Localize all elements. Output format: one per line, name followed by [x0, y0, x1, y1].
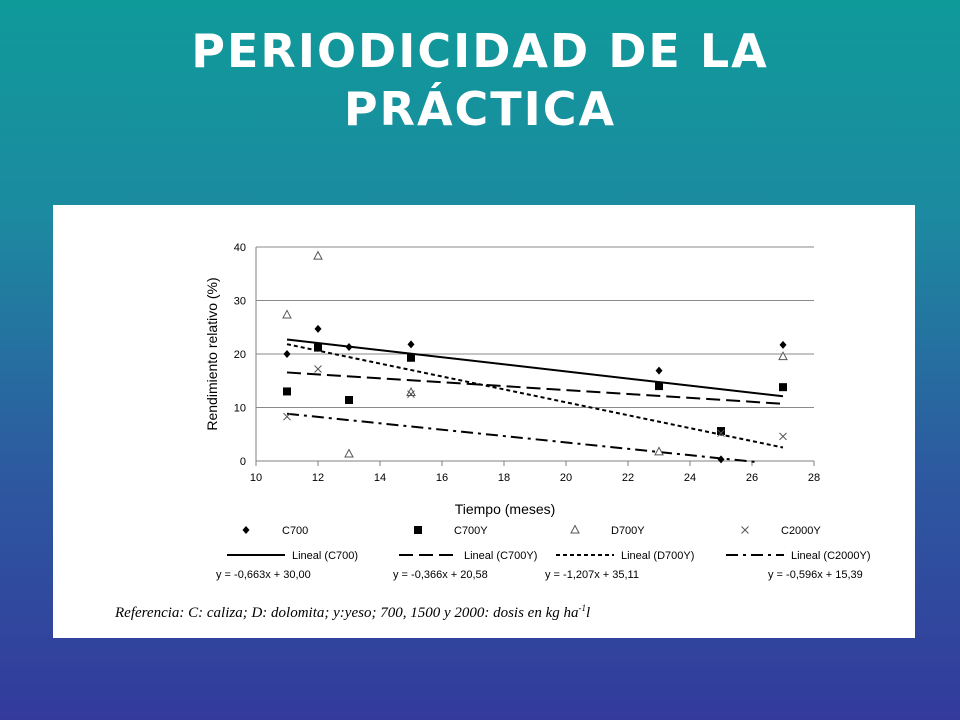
cross-stroke-b	[717, 429, 725, 438]
point-c700	[283, 350, 291, 358]
chart-svg: 0 10 20 30 40 10 12 14 16 18 20 22 24 26 28 C700 Lineal…	[204, 242, 871, 581]
legend-label-c700: C700	[282, 525, 308, 537]
point-d700y	[313, 250, 323, 260]
trendline-c700	[286, 338, 784, 398]
y-tick-label: 20	[234, 349, 246, 361]
cross-stroke-b	[407, 390, 415, 398]
y-tick-label: 40	[234, 242, 246, 254]
y-tick-label: 10	[234, 403, 246, 415]
point-c700	[779, 340, 787, 349]
point-c2000y	[717, 429, 725, 438]
point-c700	[345, 343, 353, 352]
x-tick-label: 22	[622, 472, 634, 484]
y-axis-title: Rendimiento relativo (%)	[204, 277, 220, 430]
point-c700y	[314, 343, 322, 352]
trend-equation-c700y: y = -0,366x + 20,58	[393, 569, 488, 581]
legend-label-d700y: D700Y	[611, 525, 645, 537]
point-c2000y	[314, 365, 322, 373]
x-axis-title: Tiempo (meses)	[455, 501, 556, 517]
trend-equation-c2000y: y = -0,596x + 15,39	[768, 569, 863, 581]
x-tick-label: 14	[374, 472, 386, 484]
point-c700y	[717, 427, 725, 436]
point-c700y	[407, 353, 415, 362]
legend-trend-label-d700y: Lineal (D700Y)	[621, 550, 694, 562]
reference-text: Referencia: C: caliza; D: dolomita; y:ye…	[115, 605, 579, 621]
x-tick-label: 28	[808, 472, 820, 484]
x-tick-label: 18	[498, 472, 510, 484]
y-tick-label: 30	[234, 296, 246, 308]
point-layer	[282, 250, 788, 464]
legend-trend-label-c2000y: Lineal (C2000Y)	[791, 550, 871, 562]
cross-stroke-b	[283, 412, 291, 421]
point-c2000y	[779, 432, 787, 441]
legend-layer: C700 Lineal (C700) y = -0,663x + 30,00 C700…	[216, 524, 871, 581]
slide-title-line-1: PERIODICIDAD DE LA	[191, 24, 769, 78]
axis-layer: 0 10 20 30 40 10 12 14 16 18 20 22 24 26 28	[234, 242, 820, 484]
legend-marker-d700y	[570, 524, 580, 534]
legend-trend-label-c700y: Lineal (C700Y)	[464, 550, 537, 562]
grid-layer	[256, 246, 814, 462]
x-tick-label: 26	[746, 472, 758, 484]
legend-label-c2000y: C2000Y	[781, 525, 821, 537]
legend-marker-c2000y	[741, 526, 749, 534]
cross-stroke-b	[741, 526, 749, 534]
point-c700y	[283, 387, 291, 396]
trend-equation-c700: y = -0,663x + 30,00	[216, 569, 311, 581]
point-c700	[314, 324, 322, 333]
point-c2000y	[283, 412, 291, 421]
point-d700y	[654, 446, 664, 456]
x-tick-label: 16	[436, 472, 448, 484]
point-c700y	[345, 396, 353, 405]
point-c2000y	[407, 390, 415, 398]
trend-layer	[286, 338, 784, 463]
trendline-d700y	[286, 343, 784, 449]
x-tick-label: 24	[684, 472, 696, 484]
x-tick-label: 10	[250, 472, 262, 484]
point-c700	[717, 455, 725, 464]
reference-superscript: -1	[578, 603, 587, 613]
point-c700y	[655, 382, 663, 391]
legend-trend-label-c700: Lineal (C700)	[292, 550, 358, 562]
trendline-c2000y	[286, 412, 756, 463]
x-tick-label: 20	[560, 472, 572, 484]
slide-title-line-2: PRÁCTICA	[343, 82, 617, 136]
legend-label-c700y: C700Y	[454, 525, 488, 537]
cross-stroke-b	[314, 365, 322, 373]
legend-marker-c700y	[414, 526, 422, 534]
point-d700y	[282, 309, 292, 319]
legend-marker-c700	[242, 526, 250, 534]
reference-note: Referencia: C: caliza; D: dolomita; y:ye…	[115, 603, 591, 621]
cross-stroke-b	[779, 432, 787, 441]
point-c700	[655, 366, 663, 375]
x-tick-label: 12	[312, 472, 324, 484]
y-tick-label: 0	[240, 456, 246, 468]
chart-panel: 0 10 20 30 40 10 12 14 16 18 20 22 24 26 28 C700 Lineal…	[53, 205, 915, 638]
trend-equation-d700y: y = -1,207x + 35,11	[545, 569, 639, 581]
slide-title: PERIODICIDAD DE LA PRÁCTICA	[0, 22, 960, 138]
trendline-c700y	[286, 371, 784, 405]
point-d700y	[778, 351, 788, 361]
point-c700	[407, 340, 415, 349]
point-d700y	[344, 448, 354, 458]
point-c700y	[779, 383, 787, 392]
